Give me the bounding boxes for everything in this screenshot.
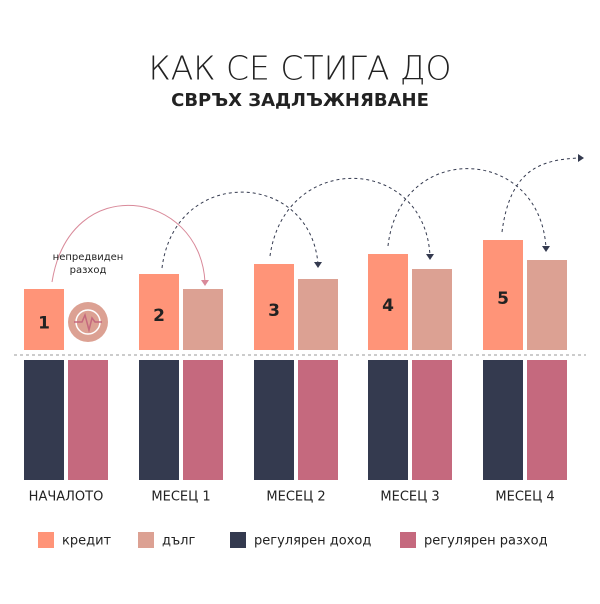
bar (254, 360, 294, 480)
step-label: 5 (497, 289, 509, 309)
arrow (161, 191, 319, 269)
chart-title: КАК СЕ СТИГА ДО (148, 49, 451, 88)
bar (527, 260, 567, 350)
legend-label: регулярен разход (424, 534, 548, 549)
x-tick-label: МЕСЕЦ 1 (151, 490, 210, 505)
bar (68, 360, 108, 480)
bar (183, 360, 223, 480)
legend-swatch (38, 532, 54, 548)
legend-label: кредит (62, 534, 112, 549)
chart-subtitle: СВРЪХ ЗАДЛЪЖНЯВАНЕ (171, 90, 429, 111)
x-tick-label: НАЧАЛОТО (29, 490, 104, 505)
legend-swatch (400, 532, 416, 548)
arrow (387, 168, 547, 249)
arrowheads (201, 154, 584, 286)
legend-label: регулярен доход (254, 534, 371, 549)
arrowhead (426, 254, 434, 260)
bar (483, 360, 523, 480)
x-tick-label: МЕСЕЦ 3 (380, 490, 439, 505)
icon-circle (68, 302, 108, 342)
arrowhead (314, 262, 322, 268)
legend-swatch (138, 532, 154, 548)
bar (298, 279, 338, 350)
arrowhead (542, 246, 550, 252)
bar (139, 360, 179, 480)
arrows (51, 157, 579, 283)
emergency-icon (68, 302, 108, 342)
step-label: 1 (38, 314, 50, 334)
bar (483, 240, 523, 350)
bar (139, 274, 179, 350)
legend-label: дълг (162, 534, 195, 549)
icon-pulse (74, 312, 102, 333)
bar (24, 289, 64, 350)
arrow (51, 204, 206, 283)
bar (527, 360, 567, 480)
arrowhead (201, 280, 209, 286)
arrow (501, 157, 579, 233)
step-label: 2 (153, 306, 165, 326)
x-tick-label: МЕСЕЦ 4 (495, 490, 554, 505)
bar (24, 360, 64, 480)
bar (254, 264, 294, 350)
arrowhead (578, 154, 584, 162)
bar (183, 289, 223, 350)
annotation: непредвиден (53, 252, 124, 263)
bar (412, 269, 452, 350)
x-tick-label: МЕСЕЦ 2 (266, 490, 325, 505)
annotation: разход (70, 265, 107, 276)
bar (368, 254, 408, 350)
step-label: 3 (268, 301, 280, 321)
bar (368, 360, 408, 480)
bar (298, 360, 338, 480)
bar (412, 360, 452, 480)
step-label: 4 (382, 296, 394, 316)
legend-swatch (230, 532, 246, 548)
arrow (269, 177, 431, 257)
